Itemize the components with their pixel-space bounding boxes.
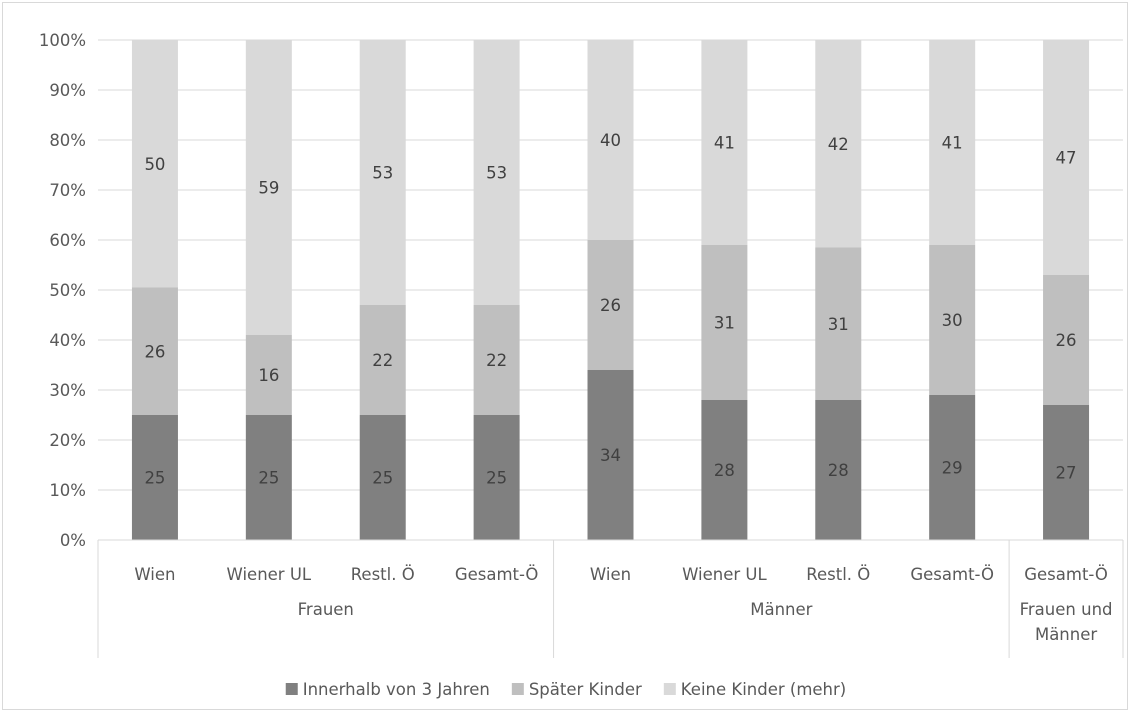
category-label: Wien xyxy=(134,565,175,584)
legend-swatch xyxy=(663,683,676,695)
data-label: 29 xyxy=(942,459,963,478)
data-label: 25 xyxy=(144,469,165,488)
bar-segment xyxy=(815,40,862,248)
data-label: 31 xyxy=(828,315,849,334)
data-label: 34 xyxy=(600,446,621,465)
bar-segment xyxy=(359,40,406,305)
data-label: 50 xyxy=(144,155,165,174)
bar-segment xyxy=(131,40,178,288)
bar-segment xyxy=(359,305,406,415)
bar-segment xyxy=(473,40,520,305)
category-label: Gesamt-Ö xyxy=(1024,565,1108,584)
data-label: 31 xyxy=(714,314,735,333)
y-tick-label: 90% xyxy=(49,81,86,100)
bar-segment xyxy=(929,395,976,540)
group-label: Männer xyxy=(750,600,812,619)
data-label: 41 xyxy=(714,134,735,153)
data-label: 47 xyxy=(1056,149,1077,168)
bar-segment xyxy=(815,247,862,400)
data-label: 25 xyxy=(372,469,393,488)
bar-segment xyxy=(245,415,292,540)
data-label: 53 xyxy=(486,164,507,183)
y-tick-label: 40% xyxy=(49,331,86,350)
bar-segment xyxy=(131,415,178,540)
bar-segment xyxy=(131,287,178,415)
data-label: 26 xyxy=(1056,331,1077,350)
category-label: Restl. Ö xyxy=(806,565,870,584)
data-label: 53 xyxy=(372,164,393,183)
group-label: Frauen und xyxy=(1020,600,1113,619)
category-label: Gesamt-Ö xyxy=(910,565,994,584)
bar-segment xyxy=(701,40,748,245)
data-label: 30 xyxy=(942,311,963,330)
bar-segment xyxy=(929,40,976,245)
y-tick-label: 10% xyxy=(49,481,86,500)
bar-segment xyxy=(929,245,976,395)
bar-segment xyxy=(245,335,292,415)
bar-segment xyxy=(473,415,520,540)
category-label: Restl. Ö xyxy=(351,565,415,584)
legend-swatch xyxy=(511,683,524,695)
data-label: 42 xyxy=(828,135,849,154)
bar-segment xyxy=(701,400,748,540)
legend-swatch xyxy=(285,683,298,695)
data-label: 26 xyxy=(144,342,165,361)
data-label: 26 xyxy=(600,296,621,315)
y-tick-label: 100% xyxy=(39,31,86,50)
data-label: 28 xyxy=(714,461,735,480)
category-label: Wien xyxy=(590,565,631,584)
category-label: Gesamt-Ö xyxy=(455,565,539,584)
bar-segment xyxy=(587,40,634,240)
data-label: 16 xyxy=(258,366,279,385)
bar-segment xyxy=(701,245,748,400)
bar-segment xyxy=(359,415,406,540)
bar-segment xyxy=(587,240,634,370)
legend-label: Keine Kinder (mehr) xyxy=(681,680,846,699)
bar-segment xyxy=(1043,275,1090,405)
data-label: 28 xyxy=(828,461,849,480)
data-label: 22 xyxy=(486,351,507,370)
data-label: 25 xyxy=(258,469,279,488)
y-tick-label: 50% xyxy=(49,281,86,300)
category-label: Wiener UL xyxy=(682,565,767,584)
data-label: 40 xyxy=(600,131,621,150)
legend-label: Innerhalb von 3 Jahren xyxy=(303,680,490,699)
data-label: 27 xyxy=(1056,464,1077,483)
bar-segment xyxy=(1043,40,1090,275)
group-label: Frauen xyxy=(298,600,354,619)
y-tick-label: 80% xyxy=(49,131,86,150)
y-tick-label: 30% xyxy=(49,381,86,400)
bar-segment xyxy=(587,370,634,540)
bar-segment xyxy=(473,305,520,415)
group-label: Männer xyxy=(1035,625,1097,644)
bar-segment xyxy=(815,400,862,540)
y-tick-label: 60% xyxy=(49,231,86,250)
data-label: 25 xyxy=(486,469,507,488)
data-label: 41 xyxy=(942,134,963,153)
y-tick-label: 0% xyxy=(60,531,86,550)
y-tick-label: 70% xyxy=(49,181,86,200)
category-label: Wiener UL xyxy=(227,565,312,584)
bar-segment xyxy=(1043,405,1090,540)
data-label: 59 xyxy=(258,179,279,198)
stacked-bar-chart: 0% 10% 20% 30% 40% 50% 60% 70% 80% 90% 100% 25 26 50 2… xyxy=(39,31,1124,699)
bar-segment xyxy=(245,40,292,335)
y-tick-label: 20% xyxy=(49,431,86,450)
data-label: 22 xyxy=(372,351,393,370)
legend-label: Später Kinder xyxy=(529,680,642,699)
